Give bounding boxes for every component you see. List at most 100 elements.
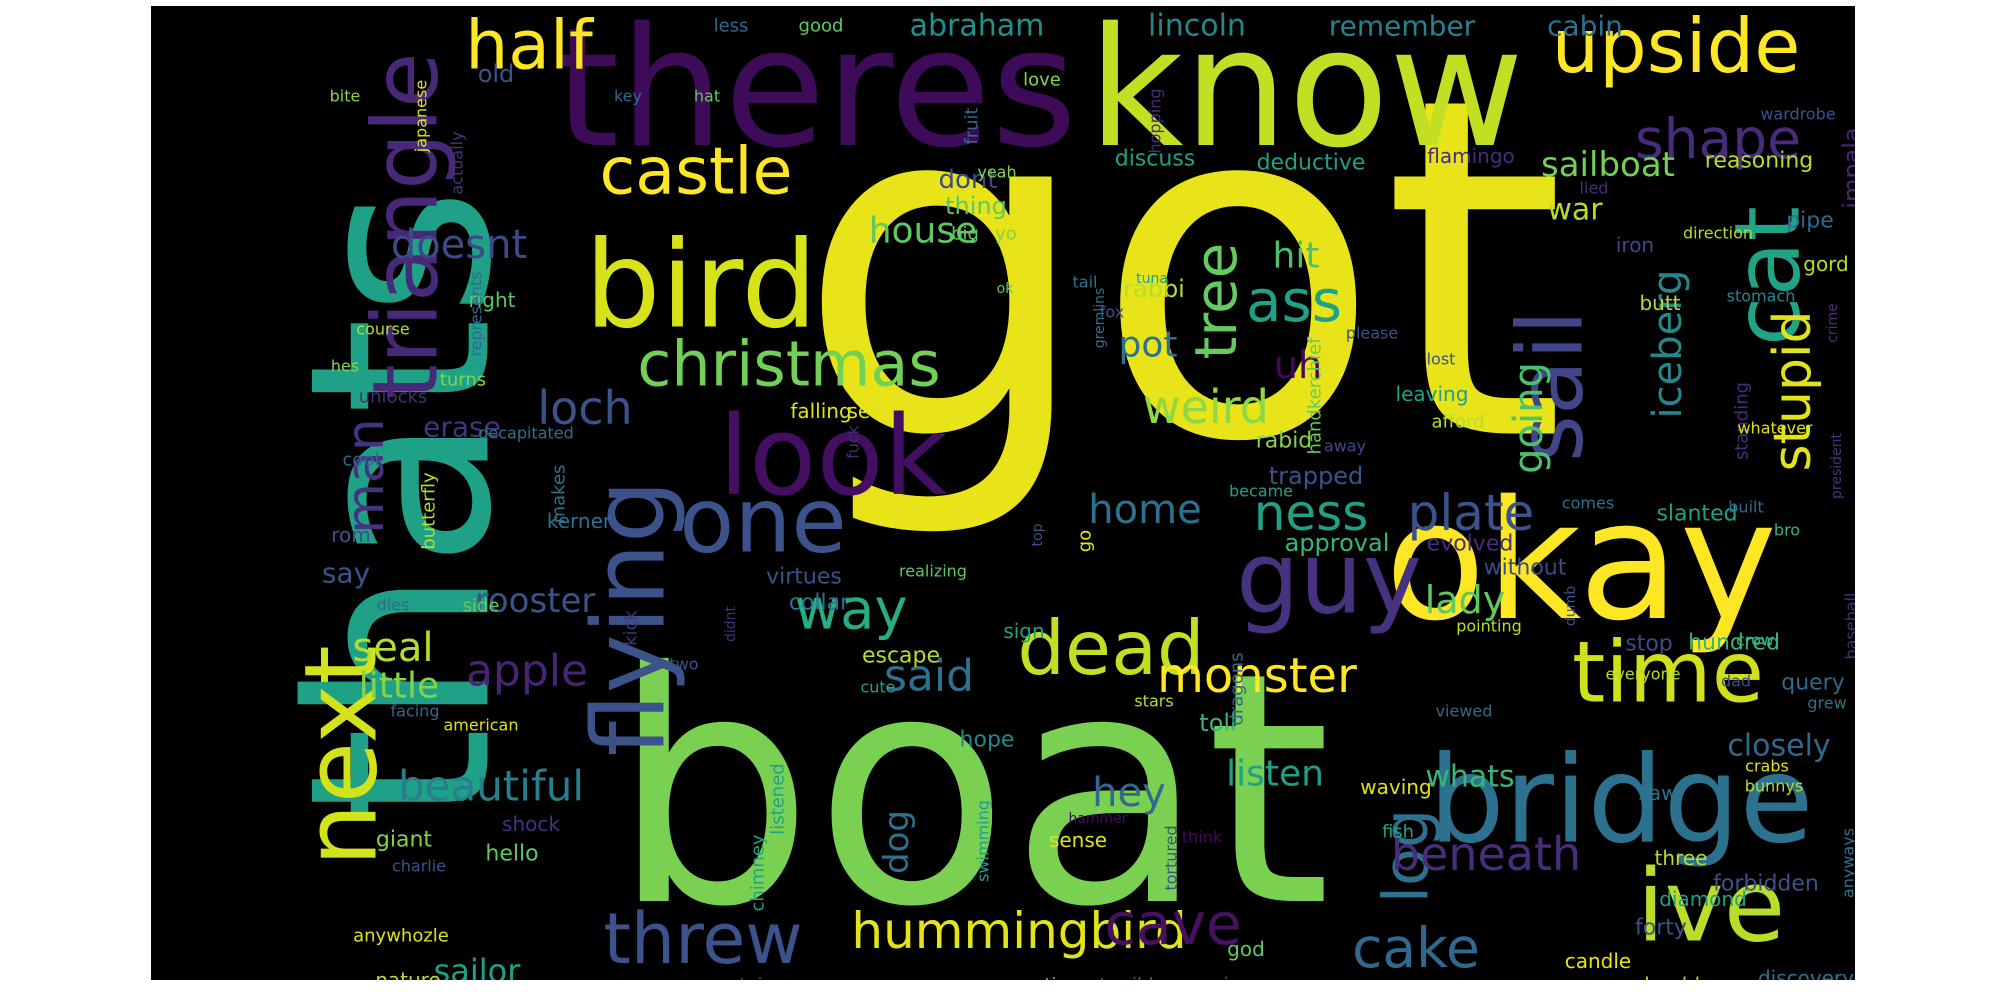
word-tortured: tortured xyxy=(1162,825,1181,890)
word-way: way xyxy=(794,578,907,643)
word-castle: castle xyxy=(600,135,793,210)
word-listened: listened xyxy=(768,763,789,834)
word-saw: saw xyxy=(1638,781,1677,805)
word-evolved: evolved xyxy=(1427,532,1514,557)
word-hundred: hundred xyxy=(1688,631,1780,656)
word-going: going xyxy=(1506,362,1552,474)
word-discuss: discuss xyxy=(1115,147,1196,172)
word-forty: forty xyxy=(1635,916,1687,941)
word-direction: direction xyxy=(1683,224,1753,243)
word-waving: waving xyxy=(1360,775,1431,799)
word-reasoning: reasoning xyxy=(1705,149,1813,174)
word-home: home xyxy=(1088,487,1201,533)
word-say: say xyxy=(322,557,370,590)
word-monster: monster xyxy=(1157,648,1357,704)
word-hit: hit xyxy=(1273,236,1320,277)
word-swimming: swimming xyxy=(974,800,993,882)
word-iron: iron xyxy=(1616,233,1654,257)
word-sign: sign xyxy=(1003,619,1044,643)
word-pipe: pipe xyxy=(1786,209,1834,234)
word-three: three xyxy=(1655,846,1708,870)
word-wardrobe: wardrobe xyxy=(1760,105,1835,124)
word-listen: listen xyxy=(1226,754,1324,795)
word-falling: falling xyxy=(790,399,851,423)
word-toll: toll xyxy=(1199,709,1236,737)
word-comes: comes xyxy=(1562,494,1614,513)
word-makes: makes xyxy=(549,465,570,524)
word-yo: yo xyxy=(995,224,1017,245)
word-upside: upside xyxy=(1552,6,1801,90)
word-charlie: charlie xyxy=(392,857,446,876)
word-sailboat: sailboat xyxy=(1541,145,1675,185)
word-rom: rom xyxy=(331,523,371,547)
word-lost: lost xyxy=(1427,350,1456,369)
word-escape: escape xyxy=(862,644,940,669)
word-okay: okay xyxy=(1385,465,1777,657)
word-house: house xyxy=(869,211,978,252)
word-handkerchief: handkerchief xyxy=(1305,337,1326,455)
word-everyone: everyone xyxy=(1606,665,1681,684)
word-look: look xyxy=(719,392,948,520)
word-beautiful: beautiful xyxy=(398,762,584,811)
word-got: got xyxy=(796,6,1566,545)
word-dont: dont xyxy=(938,165,997,195)
word-man: man xyxy=(336,418,396,533)
word-flamingo: flamingo xyxy=(1427,144,1515,168)
word-right: right xyxy=(469,288,516,312)
word-deductive: deductive xyxy=(1257,151,1366,176)
word-lincoln: lincoln xyxy=(1148,9,1246,44)
word-god: god xyxy=(1227,937,1265,961)
word-collar: collar xyxy=(789,591,850,616)
word-kerner: kerner xyxy=(547,509,612,533)
word-rabbi: rabbi xyxy=(1123,275,1185,303)
word-ive: ive xyxy=(1637,848,1786,965)
word-side: side xyxy=(463,596,500,617)
word-cat: cat xyxy=(1716,206,1821,346)
word-dead: dead xyxy=(1017,604,1204,692)
word-standing: standing xyxy=(1732,382,1753,460)
word-hey: hey xyxy=(1092,770,1166,816)
word-forbidden: forbidden xyxy=(1713,872,1819,897)
word-gord: gord xyxy=(1803,252,1849,276)
word-terrible: terrible xyxy=(1099,975,1164,981)
word-doesnt: doesnt xyxy=(391,222,527,268)
word-bird: bird xyxy=(585,217,818,356)
word-lady: lady xyxy=(1425,578,1505,622)
word-time: time xyxy=(1572,624,1764,723)
word-whatever: whatever xyxy=(1737,419,1812,438)
word-said: said xyxy=(884,651,974,702)
word-log: log xyxy=(1370,809,1443,904)
word-butterfly: butterfly xyxy=(419,472,440,550)
word-half: half xyxy=(465,7,595,86)
word-top: top xyxy=(1030,523,1046,546)
word-native: native xyxy=(1022,975,1078,981)
word-bro: bro xyxy=(1774,521,1800,540)
word-built: built xyxy=(1728,498,1763,517)
word-ness: ness xyxy=(1254,484,1369,542)
word-loch: loch xyxy=(537,381,632,435)
word-virtues: virtues xyxy=(766,565,842,590)
word-boat: boat xyxy=(611,605,1331,977)
word-seal: seal xyxy=(352,625,433,671)
word-yeah: yeah xyxy=(977,163,1016,182)
word-think: think xyxy=(1182,828,1223,847)
word-ass: ass xyxy=(1246,267,1342,335)
word-gremlins: gremlins xyxy=(1092,288,1108,349)
word-threw: threw xyxy=(603,898,802,980)
word-rabid: rabid xyxy=(1256,429,1313,454)
word-query: query xyxy=(1781,671,1845,696)
word-became: became xyxy=(1229,482,1293,501)
word-sailor: sailor xyxy=(434,952,522,980)
word-christmas: christmas xyxy=(637,328,940,401)
word-hes: hes xyxy=(331,357,359,376)
word-course: course xyxy=(356,320,409,339)
word-old: old xyxy=(478,60,515,88)
word-two: two xyxy=(669,655,698,674)
word-bridge: bridge xyxy=(1428,732,1813,871)
word-turns: turns xyxy=(440,370,486,391)
word-cute: cute xyxy=(860,678,895,697)
word-shouldve: shouldve xyxy=(1634,973,1724,980)
word-impala: impala xyxy=(1838,127,1855,208)
word-cloud-panel: got boat thats theres know okay bridge look bird… xyxy=(151,6,1855,980)
